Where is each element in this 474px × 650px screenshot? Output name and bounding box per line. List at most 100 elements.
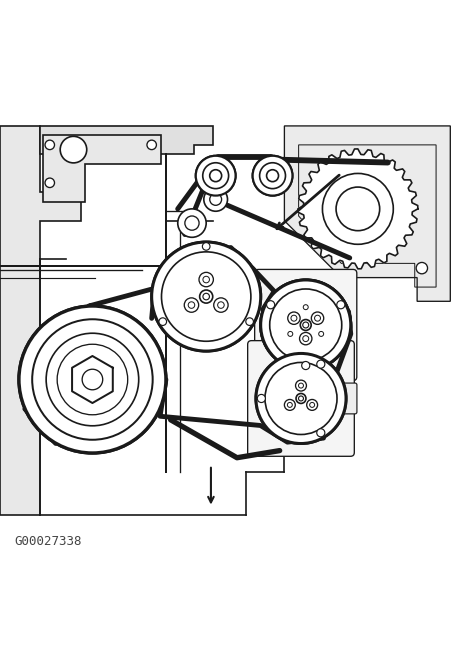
Circle shape (200, 290, 213, 303)
Circle shape (319, 332, 324, 337)
Circle shape (162, 252, 251, 341)
Circle shape (19, 306, 166, 453)
Circle shape (301, 320, 311, 330)
Circle shape (270, 289, 342, 361)
Circle shape (210, 170, 222, 181)
Circle shape (45, 140, 55, 150)
Circle shape (202, 242, 210, 250)
Circle shape (288, 312, 300, 324)
Circle shape (260, 162, 285, 188)
Circle shape (287, 402, 292, 408)
Circle shape (261, 280, 351, 370)
Circle shape (266, 170, 279, 181)
Circle shape (203, 276, 210, 283)
Circle shape (301, 361, 310, 370)
Circle shape (287, 402, 292, 408)
Circle shape (203, 162, 228, 188)
Circle shape (256, 354, 346, 443)
Circle shape (317, 360, 325, 368)
Circle shape (152, 242, 261, 351)
Polygon shape (72, 356, 113, 403)
Circle shape (265, 363, 337, 434)
Circle shape (310, 402, 315, 408)
Polygon shape (72, 356, 113, 403)
Circle shape (288, 312, 300, 324)
Circle shape (203, 293, 210, 300)
FancyBboxPatch shape (247, 341, 354, 456)
Circle shape (196, 156, 236, 196)
Circle shape (246, 318, 254, 326)
Circle shape (82, 369, 103, 390)
Circle shape (265, 363, 337, 434)
Polygon shape (298, 149, 418, 269)
Circle shape (319, 332, 324, 337)
Circle shape (270, 289, 342, 361)
Circle shape (284, 400, 295, 410)
Circle shape (82, 369, 103, 390)
Circle shape (218, 302, 224, 308)
Circle shape (32, 319, 153, 440)
Circle shape (266, 301, 275, 309)
Circle shape (162, 252, 251, 341)
Circle shape (256, 354, 346, 443)
Circle shape (253, 156, 292, 196)
Circle shape (299, 396, 303, 401)
Circle shape (303, 335, 309, 342)
Circle shape (257, 395, 265, 402)
Circle shape (311, 312, 324, 324)
Circle shape (203, 162, 228, 188)
Circle shape (303, 322, 309, 328)
Circle shape (147, 140, 156, 150)
Circle shape (214, 298, 228, 312)
Circle shape (57, 344, 128, 415)
Circle shape (199, 272, 213, 287)
Circle shape (317, 429, 325, 437)
Circle shape (307, 400, 318, 410)
Circle shape (311, 312, 324, 324)
Circle shape (32, 319, 153, 440)
Circle shape (291, 315, 297, 321)
Circle shape (300, 332, 312, 345)
Circle shape (261, 280, 351, 370)
Circle shape (214, 298, 228, 312)
Circle shape (184, 298, 199, 312)
Circle shape (288, 332, 293, 337)
Circle shape (188, 302, 195, 308)
FancyBboxPatch shape (337, 383, 357, 414)
Circle shape (317, 429, 325, 437)
Polygon shape (40, 126, 213, 154)
FancyBboxPatch shape (255, 269, 357, 381)
Circle shape (300, 332, 312, 345)
Circle shape (159, 318, 166, 326)
Circle shape (266, 170, 279, 181)
Circle shape (196, 156, 236, 196)
Polygon shape (284, 126, 450, 302)
Circle shape (336, 187, 380, 231)
Circle shape (315, 315, 320, 321)
Circle shape (210, 194, 222, 205)
Circle shape (199, 272, 213, 287)
Circle shape (266, 301, 275, 309)
Circle shape (257, 395, 265, 402)
Circle shape (260, 162, 285, 188)
Circle shape (46, 333, 139, 426)
Circle shape (310, 402, 315, 408)
Circle shape (291, 315, 297, 321)
Circle shape (253, 156, 292, 196)
Circle shape (315, 315, 320, 321)
Circle shape (301, 320, 311, 330)
Circle shape (188, 302, 195, 308)
Circle shape (299, 396, 303, 401)
Circle shape (218, 302, 224, 308)
Circle shape (296, 393, 306, 404)
Polygon shape (43, 135, 161, 202)
Circle shape (322, 174, 393, 244)
Circle shape (303, 305, 308, 309)
Polygon shape (0, 126, 81, 515)
Circle shape (246, 318, 254, 326)
Circle shape (178, 209, 206, 237)
Circle shape (303, 322, 309, 328)
Circle shape (45, 178, 55, 188)
Circle shape (184, 298, 199, 312)
Circle shape (210, 170, 222, 181)
